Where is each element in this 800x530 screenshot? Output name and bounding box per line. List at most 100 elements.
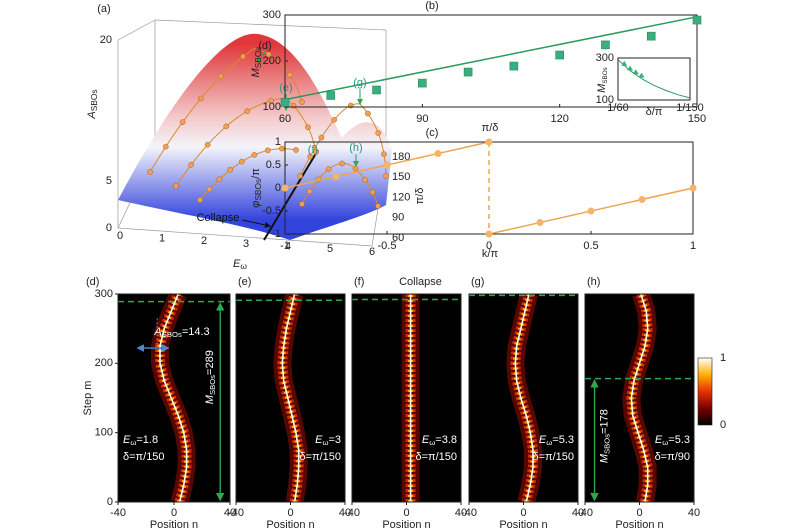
panel-label: (f) bbox=[354, 276, 364, 288]
y-tick-label: 180 bbox=[392, 151, 410, 163]
point bbox=[326, 91, 336, 100]
x-tick-label: 0 bbox=[287, 507, 293, 519]
label-part: ω bbox=[662, 438, 668, 447]
z-tick-label: 5 bbox=[106, 175, 112, 187]
label-part: M bbox=[598, 453, 610, 463]
orbit-dot bbox=[365, 110, 371, 117]
orbit-dot bbox=[197, 95, 204, 102]
panel-label: (c) bbox=[426, 127, 439, 139]
x-tick-label: 0 bbox=[636, 507, 642, 519]
x-tick-label: 3 bbox=[243, 238, 249, 250]
panel-label: (a) bbox=[97, 3, 110, 15]
label-part: SBOs bbox=[603, 434, 612, 454]
label-part: M bbox=[250, 68, 262, 78]
orbit-dot bbox=[179, 119, 186, 125]
y-tick-label: 100 bbox=[263, 101, 281, 113]
param-label: Eω=3.8 bbox=[422, 434, 457, 447]
period-label: MSBOs=178 bbox=[598, 409, 611, 463]
y-tick-label: 300 bbox=[263, 9, 281, 21]
orbit-dot bbox=[375, 203, 381, 209]
label-part: ω bbox=[240, 261, 247, 271]
x-tick-label: 0 bbox=[117, 230, 123, 242]
inset-x-label: δ/π bbox=[646, 106, 663, 118]
surface bbox=[118, 33, 392, 240]
point bbox=[555, 50, 564, 60]
x-tick-label: 1/150 bbox=[676, 102, 704, 114]
y-tick-label: 300 bbox=[95, 288, 113, 300]
z-tick-label: 20 bbox=[100, 34, 112, 46]
collapse-line bbox=[263, 149, 319, 241]
point bbox=[418, 78, 427, 88]
heatmap-layer bbox=[273, 294, 308, 502]
x-tick-label: 40 bbox=[572, 507, 584, 519]
fit-line bbox=[618, 59, 690, 99]
label-part: E bbox=[655, 434, 663, 446]
param-label: δ=π/150 bbox=[123, 451, 165, 463]
z-axis-label: ASBOs bbox=[86, 89, 99, 119]
heatmap-layer bbox=[506, 294, 542, 502]
y-tick-label: 200 bbox=[95, 357, 113, 369]
x-axis-label: Eω bbox=[233, 258, 247, 271]
point bbox=[281, 184, 289, 192]
label-part: ω bbox=[429, 438, 435, 447]
point bbox=[372, 85, 381, 95]
y-axis-label: π/δ bbox=[414, 188, 426, 205]
y-tick-label: 1 bbox=[275, 136, 281, 148]
orbit-dot bbox=[265, 51, 272, 58]
label-part: =14.3 bbox=[182, 326, 210, 338]
label-part: /π bbox=[250, 168, 262, 179]
panel-label: (g) bbox=[471, 276, 484, 288]
label-part: =3 bbox=[328, 434, 341, 446]
x-tick-label: -40 bbox=[461, 507, 477, 519]
y-axis-label: Step m bbox=[82, 381, 94, 416]
orbit-dot bbox=[306, 188, 313, 195]
orbit-dot bbox=[352, 165, 359, 172]
orbit-dot bbox=[238, 158, 245, 165]
label-part: E bbox=[233, 258, 241, 270]
colorbar bbox=[697, 357, 713, 426]
panel-title: Collapse bbox=[399, 276, 442, 288]
point bbox=[463, 67, 473, 77]
x-axis-label: Position n bbox=[615, 519, 663, 530]
trajectory bbox=[514, 294, 534, 502]
orbit-dot bbox=[381, 151, 387, 157]
point bbox=[638, 196, 646, 203]
annotation-arrow bbox=[241, 219, 271, 228]
x-tick-label: 150 bbox=[688, 113, 706, 125]
param-label: δ=π/90 bbox=[655, 451, 690, 463]
orbit-dot bbox=[268, 97, 274, 104]
period-label: MSBOs=289 bbox=[204, 350, 217, 404]
x-tick-label: 0 bbox=[520, 507, 526, 519]
label-part: φ bbox=[250, 201, 262, 208]
annotation-arrow bbox=[257, 51, 266, 63]
y-tick-label: 0.5 bbox=[266, 159, 281, 171]
label-part: SBOs bbox=[253, 46, 263, 68]
x-axis-label: Position n bbox=[499, 519, 547, 530]
x-tick-label: 1 bbox=[159, 233, 165, 245]
label-part: =5.3 bbox=[552, 434, 574, 446]
label-part: ω bbox=[322, 438, 328, 447]
orbit-dot bbox=[375, 130, 382, 136]
param-label: Eω=5.3 bbox=[539, 434, 574, 447]
label-part: E bbox=[422, 434, 430, 446]
orbit-dot bbox=[290, 102, 297, 109]
label-part: =289 bbox=[204, 350, 216, 375]
plot-frame bbox=[617, 57, 691, 101]
orbit-dot bbox=[216, 176, 223, 183]
colorbar-tick-label: 1 bbox=[720, 352, 726, 364]
orbit-dot bbox=[147, 169, 153, 175]
x-tick-label: 40 bbox=[339, 507, 351, 519]
point bbox=[587, 207, 595, 215]
panel-label: (b) bbox=[425, 0, 438, 12]
param-label: δ=π/150 bbox=[532, 451, 574, 463]
label-part: =1.8 bbox=[136, 434, 158, 446]
orbit-dot bbox=[251, 152, 258, 158]
z-tick-label: 0 bbox=[106, 222, 112, 234]
point bbox=[632, 69, 639, 75]
y-tick-label: -1 bbox=[271, 228, 281, 240]
label-part: =178 bbox=[598, 409, 610, 434]
x-tick-label: 0 bbox=[403, 507, 409, 519]
point bbox=[485, 138, 493, 146]
annotation: (e) bbox=[279, 82, 292, 94]
trajectory bbox=[159, 294, 188, 502]
